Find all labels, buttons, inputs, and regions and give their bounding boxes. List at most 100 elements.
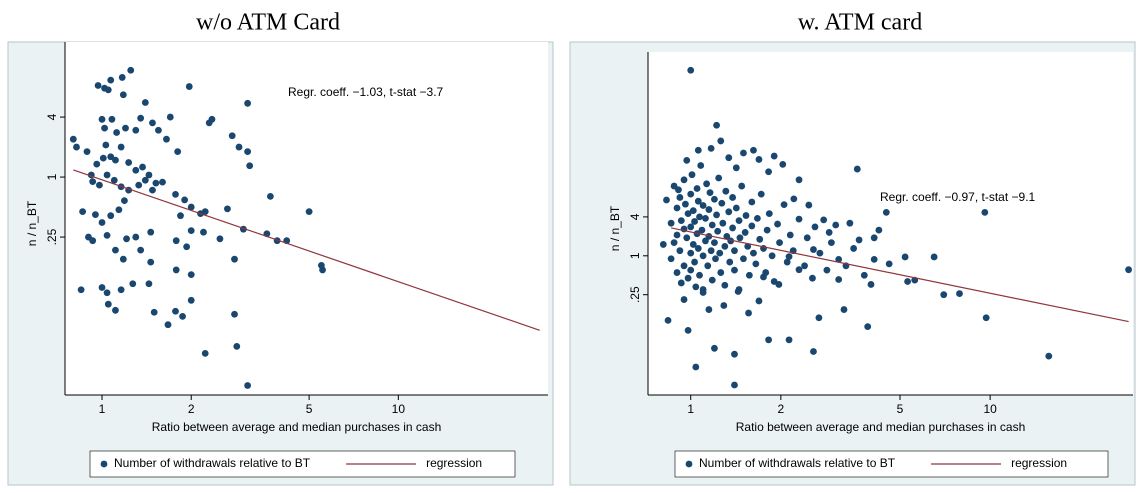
data-point — [163, 135, 170, 143]
data-point — [717, 269, 725, 276]
data-point — [684, 274, 692, 282]
data-point — [713, 211, 720, 219]
data-point — [765, 168, 772, 176]
data-point — [748, 222, 756, 230]
data-point — [711, 195, 718, 203]
data-point — [187, 296, 195, 304]
legend-box — [89, 450, 516, 478]
data-point — [179, 312, 186, 320]
data-point — [172, 307, 179, 315]
data-point — [692, 363, 700, 371]
data-point — [783, 258, 791, 266]
data-point — [820, 216, 828, 224]
data-point — [706, 189, 714, 197]
data-point — [715, 174, 723, 182]
data-point — [734, 288, 742, 295]
data-point — [121, 197, 128, 205]
data-point — [98, 115, 106, 123]
y-axis-label: n / n_BT — [25, 200, 39, 246]
data-point — [688, 171, 696, 179]
data-point — [266, 192, 274, 200]
data-point — [795, 176, 803, 184]
data-point — [723, 232, 731, 240]
data-point — [713, 121, 720, 129]
data-point — [98, 219, 106, 226]
data-point — [809, 274, 816, 282]
data-point — [815, 314, 823, 322]
data-point — [755, 297, 763, 305]
data-point — [776, 239, 783, 247]
data-point — [696, 271, 703, 279]
data-point — [790, 195, 798, 203]
data-point — [172, 266, 180, 274]
legend-label: Number of withdrawals relative to BT — [114, 456, 311, 470]
data-point — [677, 217, 685, 225]
x-tick-label: 1 — [99, 402, 106, 416]
data-point — [687, 266, 695, 274]
data-point — [684, 210, 692, 217]
data-point — [981, 208, 989, 216]
data-point — [244, 99, 252, 107]
data-point — [79, 208, 87, 216]
data-point — [673, 269, 681, 276]
data-point — [722, 187, 730, 195]
plot-region — [648, 52, 1133, 395]
data-point — [99, 154, 107, 162]
data-point — [810, 246, 817, 253]
data-point — [127, 66, 135, 74]
data-point — [149, 186, 156, 194]
y-tick-label: 1 — [628, 252, 642, 259]
data-point — [795, 215, 803, 223]
data-point — [235, 143, 243, 151]
legend-marker — [100, 460, 108, 468]
data-point — [738, 182, 746, 190]
legend-box — [674, 450, 1109, 478]
data-point — [680, 262, 688, 270]
data-point — [721, 281, 729, 289]
data-point — [698, 226, 706, 234]
data-point — [177, 212, 184, 220]
data-point — [711, 344, 718, 352]
data-point — [93, 160, 101, 168]
data-point — [853, 165, 861, 173]
data-point — [104, 86, 112, 94]
data-point — [719, 219, 727, 227]
data-point — [103, 289, 111, 297]
data-point — [855, 236, 863, 244]
data-point — [187, 271, 195, 279]
data-point — [725, 154, 733, 162]
data-point — [770, 152, 778, 160]
data-point — [712, 255, 719, 263]
data-point — [172, 191, 179, 198]
data-point — [104, 300, 112, 308]
data-point — [139, 163, 146, 171]
data-point — [1125, 266, 1132, 274]
data-point — [763, 226, 771, 234]
data-point — [694, 197, 702, 205]
data-point — [181, 196, 189, 204]
data-point — [765, 210, 773, 217]
data-point — [89, 178, 97, 186]
data-point — [659, 241, 667, 248]
data-point — [752, 260, 760, 268]
data-point — [664, 316, 672, 324]
data-point — [132, 233, 140, 241]
data-point — [810, 348, 817, 355]
data-point — [216, 235, 224, 243]
data-point — [147, 228, 155, 236]
data-point — [901, 253, 909, 261]
data-point — [687, 223, 695, 231]
data-point — [670, 182, 678, 190]
data-point — [141, 176, 149, 184]
annotation: Regr. coeff. −1.03, t-stat −3.7 — [288, 85, 444, 99]
data-point — [92, 211, 99, 219]
data-point — [867, 281, 875, 288]
data-point — [691, 258, 698, 266]
data-point — [208, 115, 216, 123]
data-point — [102, 141, 110, 149]
data-point — [731, 266, 738, 274]
y-tick-label: .25 — [45, 228, 59, 245]
data-point — [112, 246, 119, 254]
data-point — [187, 203, 195, 211]
data-point — [187, 227, 195, 235]
